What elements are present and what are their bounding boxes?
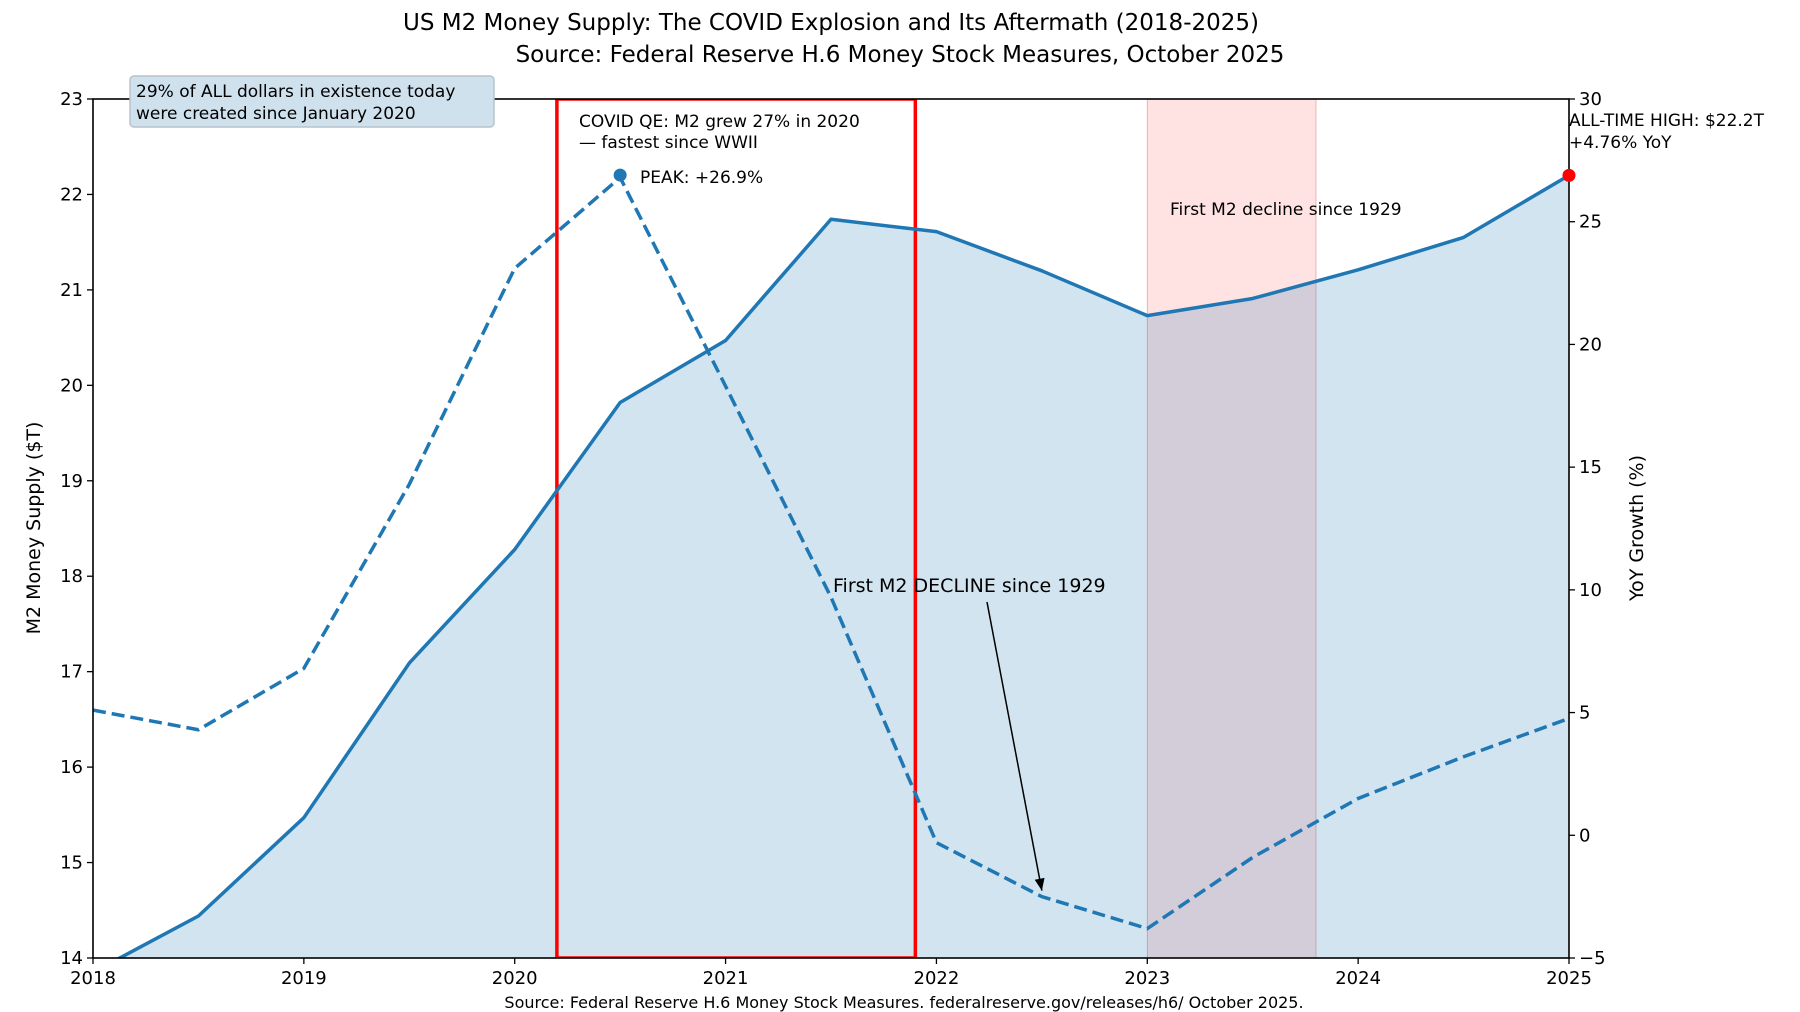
x-tick-label: 2021 [703,968,749,989]
decline-arrow-head [1034,877,1045,891]
x-tick-label: 2025 [1546,968,1592,989]
x-tick-label: 2023 [1124,968,1170,989]
y2-tick-label: 15 [1579,457,1602,478]
y2-tick-label: 5 [1579,703,1590,724]
covid-box [555,99,918,958]
y2-tick-label: 10 [1579,580,1602,601]
y2-tick-label: −5 [1579,948,1606,969]
y-tick-label: 20 [60,375,83,396]
m2-area-fill [93,175,1569,958]
y-axis-label: M2 Money Supply ($T) [23,422,45,635]
peak-label: PEAK: +26.9% [640,168,763,188]
peak-marker [613,168,627,182]
x-tick-label: 2022 [914,968,960,989]
y-tick-label: 15 [60,853,83,874]
y-tick-label: 14 [60,948,83,969]
y2-tick-label: 20 [1579,334,1602,355]
y2-tick-label: 0 [1579,825,1590,846]
y2-tick-label: 30 [1579,89,1602,110]
info-box-line-2: were created since January 2020 [136,104,416,124]
y-tick-label: 17 [60,662,83,683]
info-box: 29% of ALL dollars in existence today we… [129,75,495,128]
y-tick-label: 22 [60,184,83,205]
decline-arrow-label: First M2 DECLINE since 1929 [833,575,1106,597]
x-tick-label: 2020 [492,968,538,989]
footer-source: Source: Federal Reserve H.6 Money Stock … [504,993,1303,1012]
y-tick-label: 16 [60,757,83,778]
ath-marker [1562,168,1576,182]
plot-frame [92,98,1570,959]
y-tick-label: 19 [60,471,83,492]
y2-tick-label: 25 [1579,212,1602,233]
decline-arrow [986,601,1043,891]
ath-line-2: +4.76% YoY [1569,133,1672,153]
covid-qe-line-2: — fastest since WWII [579,133,758,153]
x-tick-label: 2018 [70,968,116,989]
info-box-line-1: 29% of ALL dollars in existence today [136,82,455,102]
x-tick-label: 2024 [1335,968,1381,989]
x-tick-label: 2019 [281,968,327,989]
y-tick-label: 23 [60,89,83,110]
ath-line-1: ALL-TIME HIGH: $22.2T [1569,111,1765,131]
m2-line [116,173,1569,958]
decline-span-label: First M2 decline since 1929 [1170,200,1402,220]
covid-qe-line-1: COVID QE: M2 grew 27% in 2020 [579,112,860,132]
y-tick-label: 21 [60,280,83,301]
chart-title: US M2 Money Supply: The COVID Explosion … [403,10,1259,36]
decline-span [1146,99,1317,958]
chart-subtitle: Source: Federal Reserve H.6 Money Stock … [516,42,1285,68]
y2-axis-label: YoY Growth (%) [1626,455,1648,602]
y-tick-label: 18 [60,566,83,587]
